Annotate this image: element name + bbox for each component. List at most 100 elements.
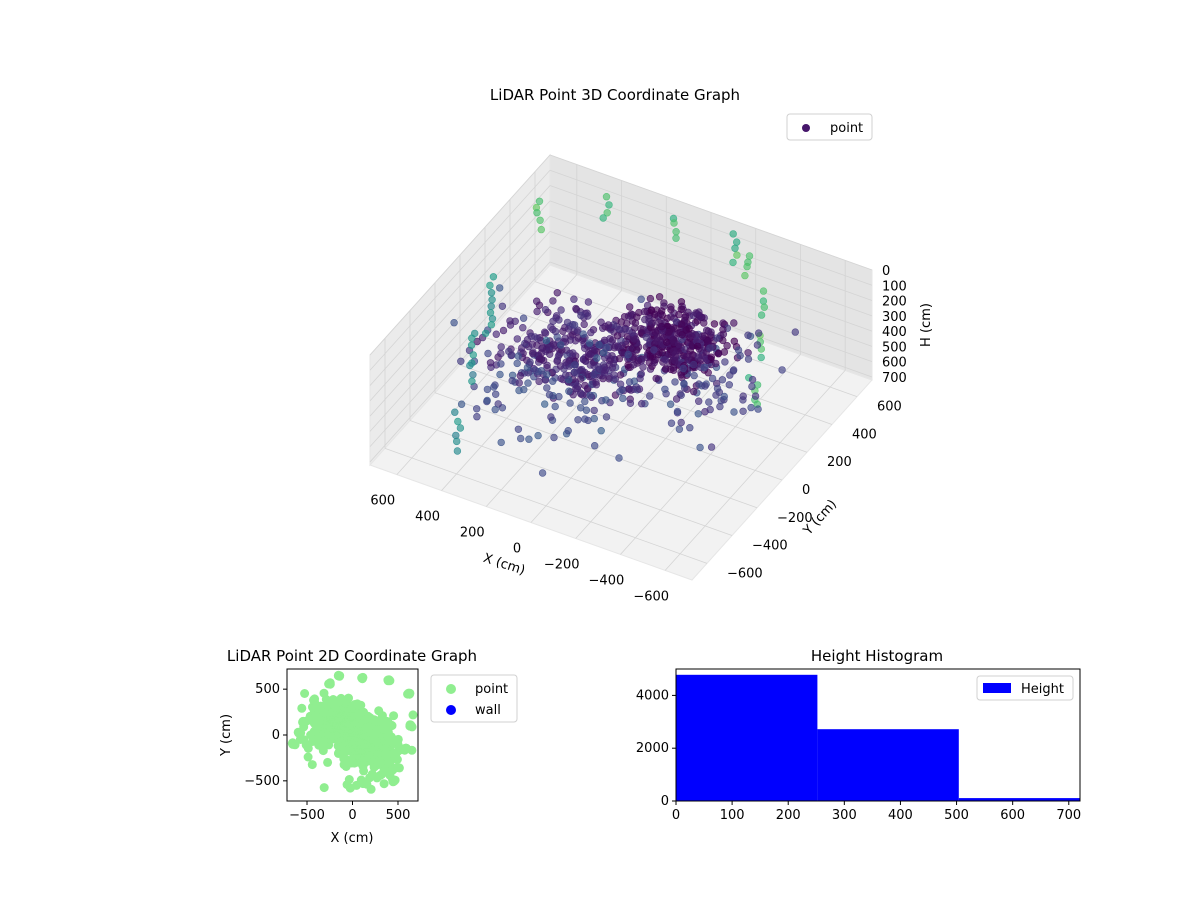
point-3d [513, 359, 521, 368]
point-3d [706, 344, 714, 352]
point-3d [468, 334, 476, 342]
tick-label-z-3d: 200 [882, 295, 907, 310]
point-3d [537, 225, 545, 234]
point-3d [704, 337, 712, 345]
point-3d [605, 201, 613, 209]
tick-label-y-3d: 600 [877, 400, 902, 415]
point-3d [637, 295, 645, 303]
point-3d [733, 251, 741, 259]
point-3d [678, 331, 686, 339]
point-2d [401, 743, 411, 753]
point-3d [664, 328, 673, 337]
tick-label-y-2d: −500 [244, 774, 280, 789]
point-3d [499, 326, 508, 335]
point-2d [336, 693, 346, 703]
point-3d [600, 336, 609, 344]
point-3d [630, 361, 638, 369]
point-3d [576, 404, 585, 412]
grid-z-back [549, 185, 873, 301]
point-3d [490, 383, 498, 391]
point-3d [543, 384, 551, 392]
point-3d [690, 371, 698, 380]
point-3d [707, 353, 715, 361]
grid-z-left [369, 200, 551, 402]
point-3d [516, 372, 524, 380]
tick-label-x-hist: 100 [720, 808, 745, 823]
point-3d [655, 293, 664, 301]
point-3d [634, 357, 643, 365]
point-3d [672, 234, 680, 242]
tick-label-z-3d: 500 [882, 340, 907, 355]
point-3d [669, 347, 678, 356]
point-3d [519, 324, 527, 332]
tick-label-z-3d: 400 [882, 325, 907, 340]
point-3d [581, 381, 589, 390]
point-3d [553, 289, 561, 297]
point-2d [344, 693, 353, 703]
point-3d [696, 443, 704, 452]
point-3d [491, 405, 499, 414]
point-3d [741, 271, 749, 280]
point-3d [657, 323, 666, 331]
tick-label-x-3d: 600 [370, 494, 395, 509]
point-3d [592, 378, 600, 386]
point-3d [625, 303, 634, 311]
point-3d [565, 387, 573, 395]
point-3d [658, 348, 666, 357]
point-3d [579, 330, 587, 338]
grid-y-floor [434, 392, 758, 509]
point-3d [487, 289, 496, 297]
point-3d [642, 333, 650, 341]
point-3d [723, 342, 731, 350]
point-3d [454, 417, 462, 426]
point-3d [677, 320, 686, 328]
point-3d [574, 416, 582, 424]
ticks-3d: −600−400−2000200400600−600−400−200020040… [370, 264, 906, 604]
point-2d [303, 752, 313, 762]
point-3d [533, 209, 541, 217]
point-2d [408, 710, 418, 720]
point-3d [667, 303, 675, 311]
point-3d [543, 361, 551, 369]
point-3d [602, 193, 611, 201]
point-3d [757, 353, 765, 362]
point-3d [744, 355, 753, 363]
tick-label-x-3d: 400 [415, 510, 440, 525]
point-3d [675, 425, 684, 433]
tick-label-z-3d: 0 [882, 264, 890, 279]
point-3d [626, 399, 635, 407]
point-3d [645, 358, 653, 367]
point-3d [633, 346, 641, 354]
point-3d [650, 346, 658, 354]
point-3d [526, 358, 534, 366]
point-2d [404, 688, 414, 698]
point-3d [508, 377, 516, 385]
point-3d [705, 398, 713, 406]
point-3d [551, 402, 559, 411]
grid-z-back [549, 246, 873, 363]
tick-label-x-3d: −600 [633, 589, 669, 604]
point-3d [535, 197, 544, 206]
title-hist: Height Histogram [811, 647, 943, 665]
point-3d [484, 349, 492, 358]
point-3d [568, 320, 577, 329]
point-3d [523, 336, 532, 344]
grid-z-left [369, 231, 551, 432]
point-3d [681, 312, 690, 320]
point-3d [677, 298, 686, 306]
point-3d [759, 297, 768, 305]
point-3d [712, 359, 720, 368]
point-3d [540, 400, 549, 408]
point-3d [564, 427, 572, 435]
point-3d [729, 366, 738, 374]
point-3d [739, 407, 747, 415]
point-3d [701, 382, 709, 390]
point-3d [552, 312, 561, 320]
legend-2d-marker-point [446, 684, 456, 694]
point-3d [621, 325, 629, 334]
point-3d [573, 369, 581, 377]
grid-z-back [549, 154, 873, 271]
ylabel-2d: Y (cm) [219, 714, 234, 757]
point-3d [488, 315, 497, 323]
point-3d [601, 366, 609, 374]
